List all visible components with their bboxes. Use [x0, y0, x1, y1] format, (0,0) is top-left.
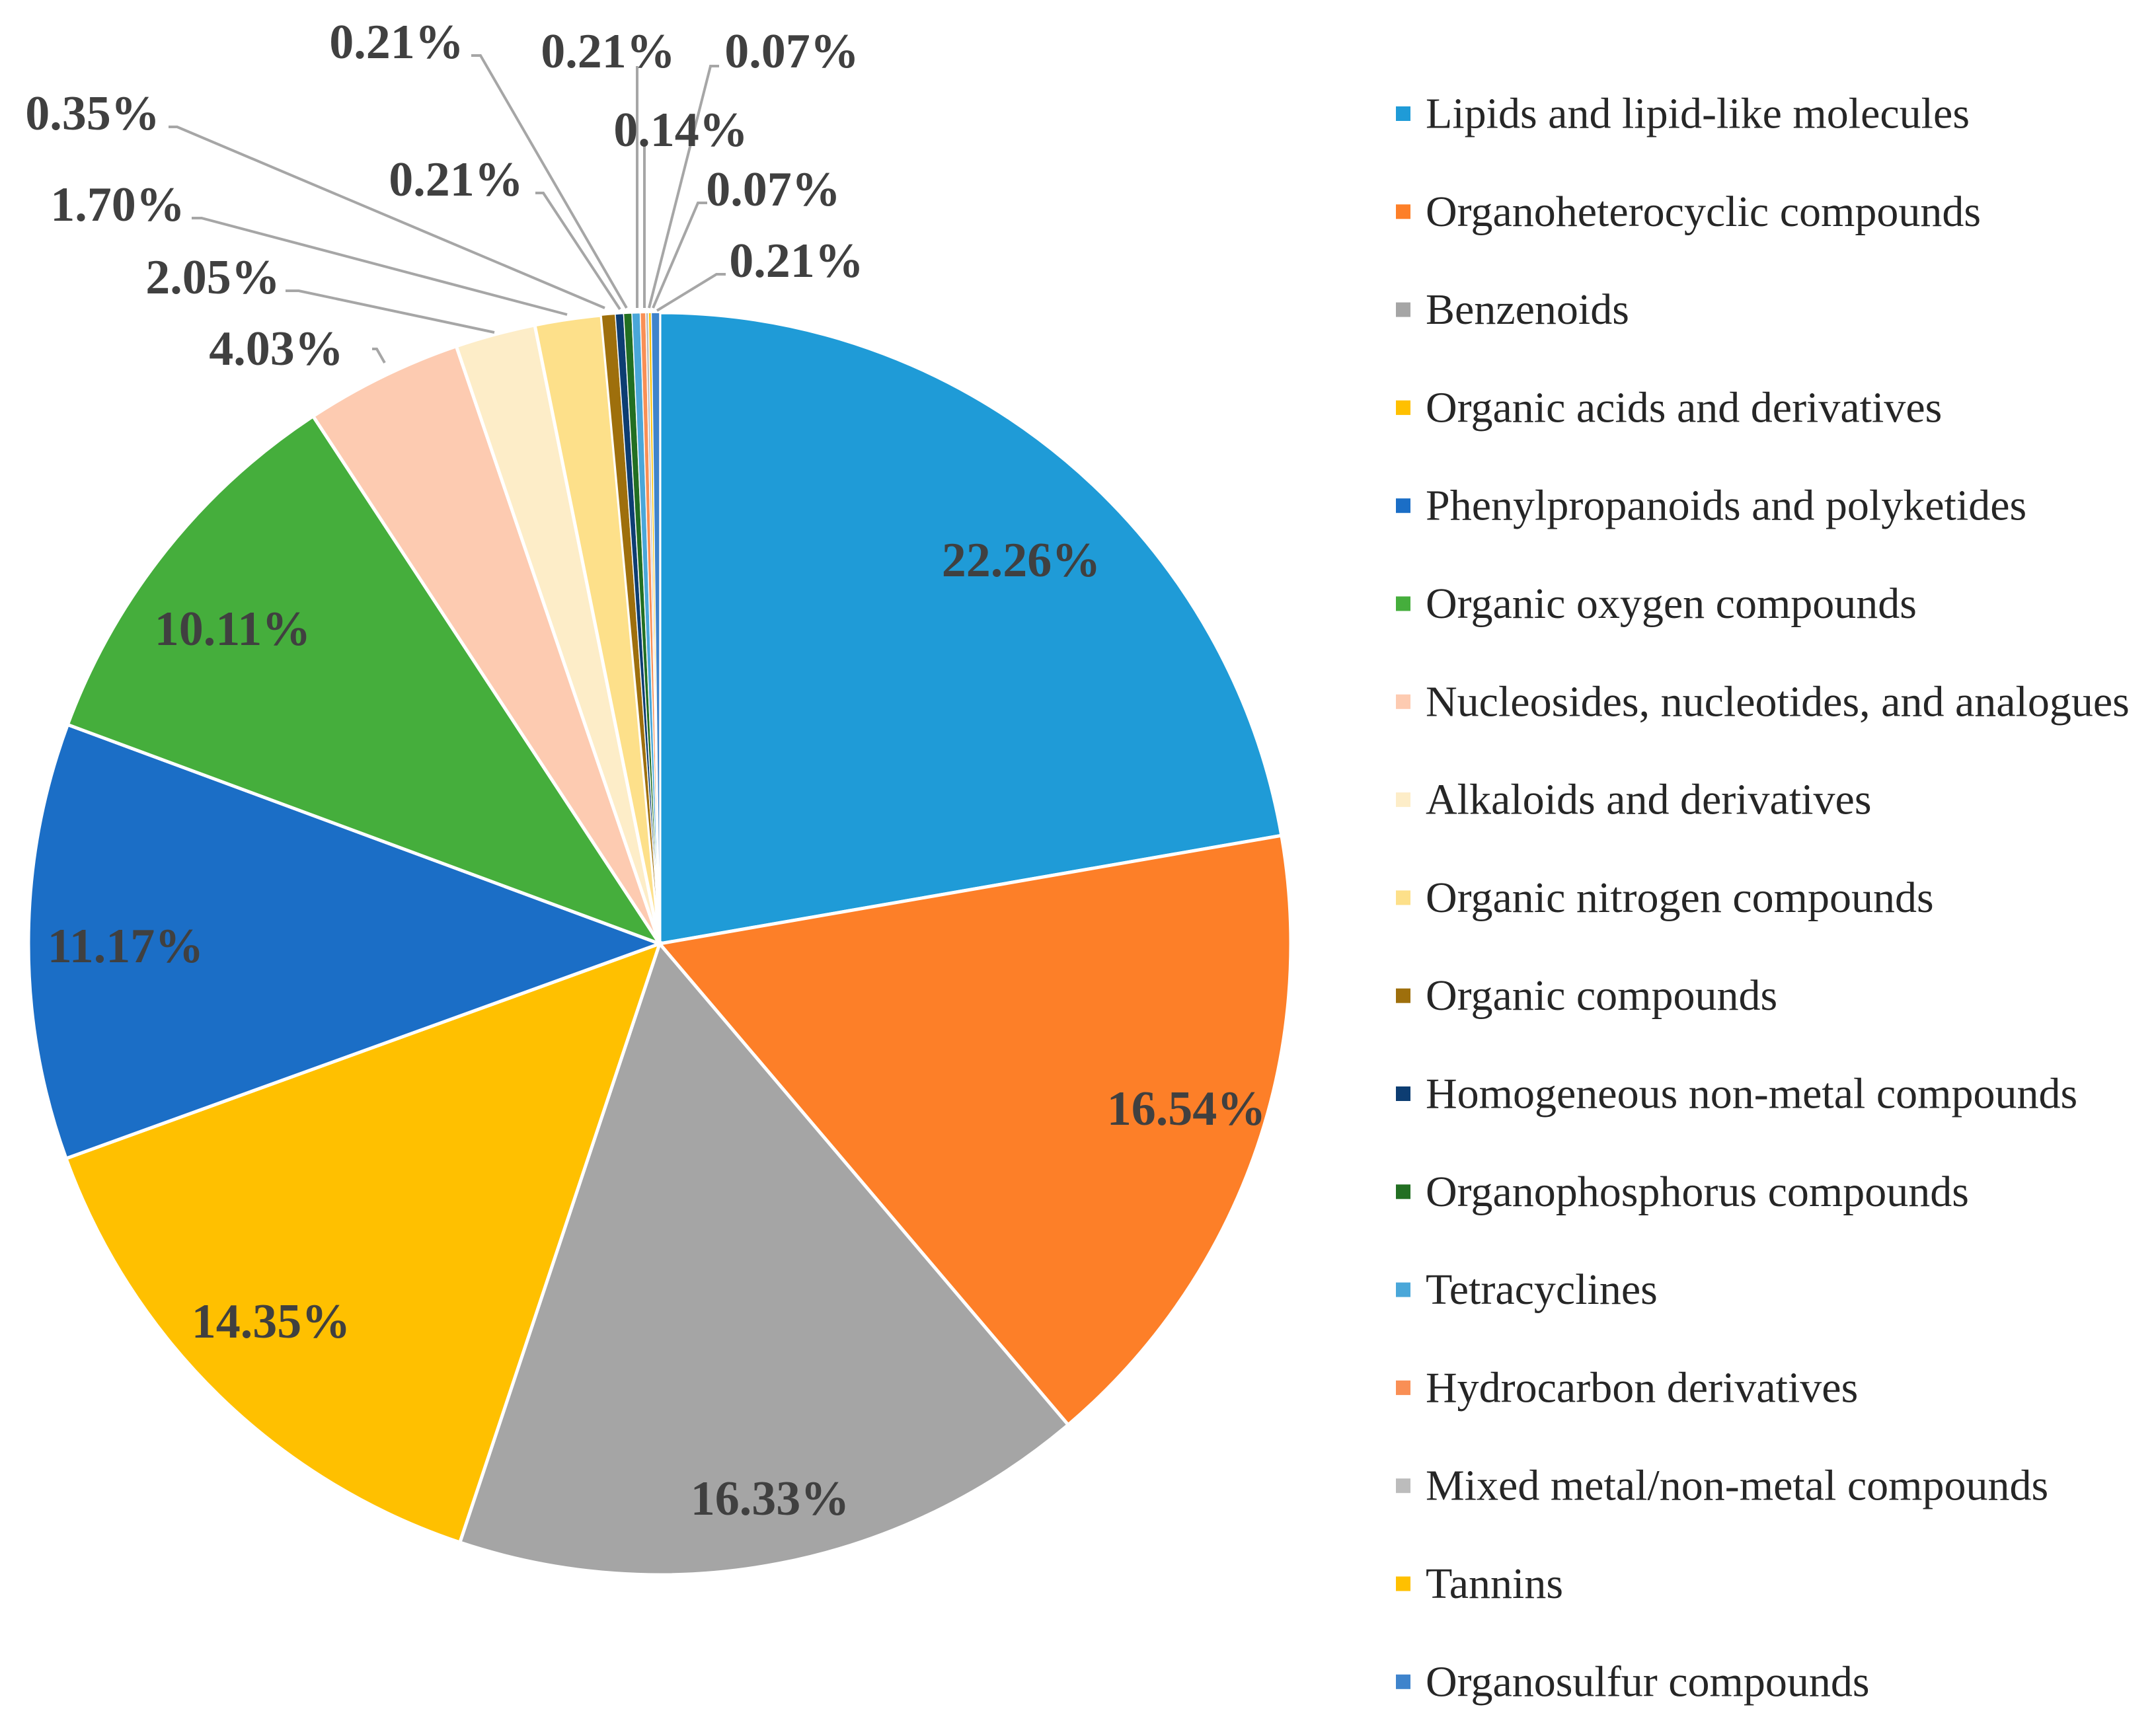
leader-line-organophosphorus-compounds [471, 54, 628, 309]
data-label-phenylpropanoids-and-polyketides: 11.17% [48, 919, 204, 973]
pie-slice-lipids-and-lipid-like-molecules [658, 311, 1284, 946]
data-label-mixed-metal-non-metal-compounds: 0.07% [724, 24, 859, 79]
legend-swatch [1396, 1674, 1410, 1689]
legend-label: Homogeneous non-metal compounds [1426, 1070, 2077, 1118]
data-label-alkaloids-and-derivatives: 2.05% [145, 250, 280, 305]
legend-swatch [1396, 106, 1410, 121]
legend-swatch [1396, 400, 1410, 415]
data-label-organoheterocyclic-compounds: 16.54% [1107, 1082, 1266, 1136]
legend-label: Tannins [1426, 1560, 1563, 1608]
legend-label: Mixed metal/non-metal compounds [1426, 1462, 2048, 1510]
pie-slice-organic-acids-and-derivatives [63, 940, 663, 1545]
legend-label: Organic nitrogen compounds [1426, 874, 1934, 922]
legend-label: Lipids and lipid-like molecules [1426, 90, 1970, 138]
pie-slice-organoheterocyclic-compounds [656, 833, 1293, 1427]
legend-swatch [1396, 1184, 1410, 1199]
leader-line-nucleosides-nucleotides-and-analogues [372, 348, 386, 363]
data-labels: 22.26% 16.54% 16.33% 14.35% 11.17% 10.11% 4.03… [25, 15, 1266, 1526]
pie-slice-organosulfur-compounds [650, 312, 660, 944]
data-label-tetracyclines: 0.21% [541, 24, 675, 79]
legend-label: Benzenoids [1426, 285, 1629, 334]
data-label-hydrocarbon-derivatives: 0.14% [613, 103, 748, 157]
pie-slice-nucleosides-nucleotides-and-analogues [311, 344, 662, 945]
data-label-organosulfur-compounds: 0.21% [729, 234, 864, 288]
data-label-lipids-and-lipid-like-molecules: 22.26% [942, 533, 1101, 588]
legend-item-benzenoids: Benzenoids [1396, 285, 1629, 334]
legend-swatch [1396, 498, 1410, 513]
legend-item-homogeneous-non-metal-compounds: Homogeneous non-metal compounds [1396, 1070, 2077, 1118]
legend-item-organophosphorus-compounds: Organophosphorus compounds [1396, 1168, 1969, 1216]
data-label-tannins: 0.07% [706, 163, 841, 217]
legend-item-organic-nitrogen-compounds: Organic nitrogen compounds [1396, 874, 1934, 922]
data-label-homogeneous-non-metal-compounds: 0.21% [389, 153, 523, 207]
legend-swatch [1396, 1576, 1410, 1591]
legend-swatch [1396, 302, 1410, 317]
data-label-organic-oxygen-compounds: 10.11% [155, 602, 311, 656]
legend-label: Alkaloids and derivatives [1426, 776, 1872, 824]
legend-item-lipids-and-lipid-like-molecules: Lipids and lipid-like molecules [1396, 90, 1970, 138]
legend-item-organic-oxygen-compounds: Organic oxygen compounds [1396, 580, 1917, 628]
legend-label: Organic oxygen compounds [1426, 580, 1917, 628]
data-label-organic-nitrogen-compounds: 1.70% [50, 178, 185, 232]
leader-line-tannins [652, 202, 707, 309]
pie-slice-phenylpropanoids-and-polyketides [26, 722, 665, 1161]
legend-item-organoheterocyclic-compounds: Organoheterocyclic compounds [1396, 188, 1981, 236]
legend-swatch [1396, 1086, 1410, 1101]
legend-swatch [1396, 204, 1410, 219]
leader-line-alkaloids-and-derivatives [286, 289, 495, 334]
legend-item-alkaloids-and-derivatives: Alkaloids and derivatives [1396, 776, 1872, 824]
legend-item-phenylpropanoids-and-polyketides: Phenylpropanoids and polyketides [1396, 482, 2026, 530]
legend-swatch [1396, 890, 1410, 905]
legend-item-organic-compounds: Organic compounds [1396, 971, 1777, 1020]
legend-swatch [1396, 1380, 1410, 1395]
legend-label: Organoheterocyclic compounds [1426, 188, 1981, 236]
legend-label: Organic compounds [1426, 971, 1777, 1020]
legend-item-organosulfur-compounds: Organosulfur compounds [1396, 1657, 1870, 1706]
data-label-nucleosides-nucleotides-and-analogues: 4.03% [209, 322, 344, 376]
legend-item-tannins: Tannins [1396, 1560, 1563, 1608]
pie-slices [26, 311, 1293, 1577]
pie-slice-organic-oxygen-compounds [65, 414, 664, 947]
legend-label: Tetracyclines [1426, 1266, 1658, 1314]
leader-line-organic-nitrogen-compounds [192, 217, 568, 316]
legend-label: Organic acids and derivatives [1426, 383, 1942, 432]
legend-label: Organophosphorus compounds [1426, 1168, 1969, 1216]
legend: Lipids and lipid-like molecules Organohet… [1396, 90, 2130, 1706]
legend-label: Nucleosides, nucleotides, and analogues [1426, 677, 2130, 726]
leader-line-organic-compounds [169, 126, 605, 309]
leader-line-homogeneous-non-metal-compounds [535, 192, 621, 311]
legend-swatch [1396, 1282, 1410, 1297]
data-label-organophosphorus-compounds: 0.21% [329, 15, 464, 69]
leader-line-organosulfur-compounds [656, 273, 726, 312]
leader-line-mixed-metal-non-metal-compounds [648, 65, 719, 309]
legend-swatch [1396, 694, 1410, 709]
legend-swatch [1396, 1478, 1410, 1494]
legend-label: Phenylpropanoids and polyketides [1426, 482, 2026, 530]
leader-lines [169, 54, 726, 363]
legend-item-organic-acids-and-derivatives: Organic acids and derivatives [1396, 383, 1942, 432]
legend-label: Hydrocarbon derivatives [1426, 1363, 1858, 1412]
legend-swatch [1396, 988, 1410, 1003]
data-label-organic-compounds: 0.35% [25, 87, 160, 141]
legend-swatch [1396, 792, 1410, 808]
data-label-benzenoids: 16.33% [691, 1472, 850, 1526]
data-label-organic-acids-and-derivatives: 14.35% [192, 1295, 351, 1349]
legend-item-hydrocarbon-derivatives: Hydrocarbon derivatives [1396, 1363, 1858, 1412]
legend-item-tetracyclines: Tetracyclines [1396, 1266, 1658, 1314]
legend-item-mixed-metal-non-metal-compounds: Mixed metal/non-metal compounds [1396, 1462, 2048, 1510]
legend-swatch [1396, 596, 1410, 611]
pie-slice-benzenoids [457, 940, 1071, 1577]
legend-item-nucleosides-nucleotides-and-analogues: Nucleosides, nucleotides, and analogues [1396, 677, 2130, 726]
legend-label: Organosulfur compounds [1426, 1657, 1870, 1706]
